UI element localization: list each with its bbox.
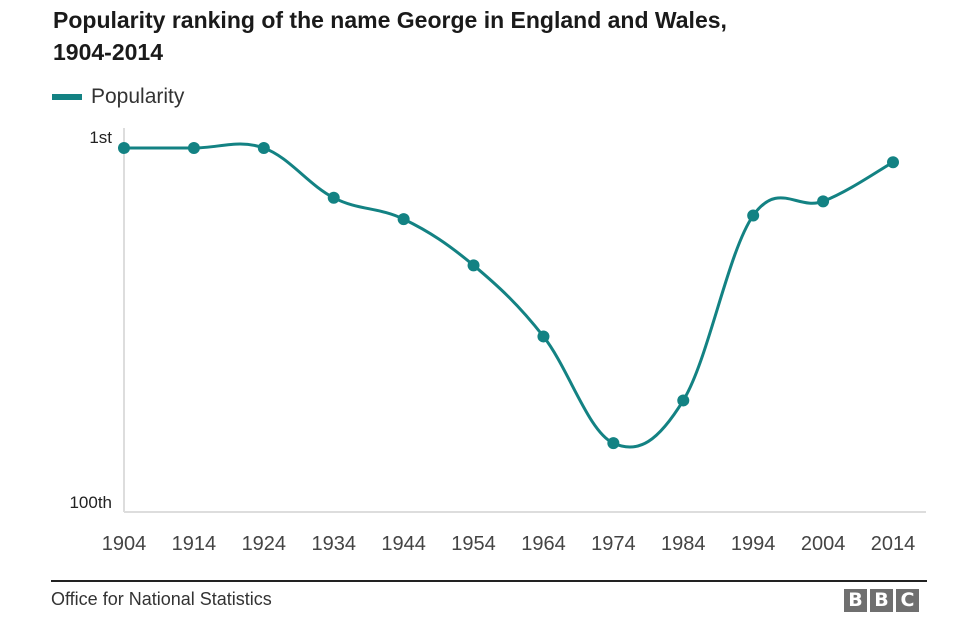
data-point xyxy=(467,259,480,272)
x-tick-label: 1944 xyxy=(381,533,426,555)
y-tick-top: 1st xyxy=(89,128,112,147)
x-tick-label: 1994 xyxy=(731,533,776,555)
series-line-popularity xyxy=(124,142,894,449)
chart-title-line-2: 1904-2014 xyxy=(53,39,163,65)
x-tick-label: 1954 xyxy=(451,533,496,555)
data-point xyxy=(817,195,830,208)
x-tick-label: 1904 xyxy=(102,533,147,555)
x-tick-label: 1974 xyxy=(591,533,636,555)
data-point xyxy=(118,142,130,154)
data-point xyxy=(257,142,270,154)
data-point xyxy=(747,209,760,222)
bbc-logo-block-2: B xyxy=(870,589,893,612)
x-tick-label: 1984 xyxy=(661,533,706,555)
footer-divider xyxy=(51,580,927,582)
x-tick-label: 2014 xyxy=(871,533,916,555)
bbc-logo-block-1: B xyxy=(844,589,867,612)
x-tick-label: 1924 xyxy=(242,533,287,555)
data-point xyxy=(607,437,620,450)
x-tick-label: 2004 xyxy=(801,533,846,555)
y-tick-bottom: 100th xyxy=(69,493,112,512)
data-point xyxy=(887,156,899,169)
bbc-logo: B B C xyxy=(844,589,919,612)
x-tick-label: 1934 xyxy=(311,533,356,555)
legend-label: Popularity xyxy=(91,85,185,108)
x-tick-label: 1964 xyxy=(521,533,566,555)
chart-title: Popularity ranking of the name George in… xyxy=(53,4,953,68)
source-label: Office for National Statistics xyxy=(51,589,272,609)
x-tick-labels: 1904 1914 1924 1934 1944 1954 1964 1974 1984 1994… xyxy=(102,533,916,555)
x-tick-label: 1914 xyxy=(172,533,217,555)
bbc-logo-block-3: C xyxy=(896,589,919,612)
legend: Popularity xyxy=(52,85,184,109)
legend-swatch-icon xyxy=(52,94,82,100)
chart-title-line-1: Popularity ranking of the name George in… xyxy=(53,7,727,33)
data-point xyxy=(327,191,340,204)
data-point xyxy=(677,394,690,407)
data-point xyxy=(397,213,410,226)
data-point xyxy=(537,330,550,343)
series-points xyxy=(118,142,899,450)
data-point xyxy=(187,142,200,154)
